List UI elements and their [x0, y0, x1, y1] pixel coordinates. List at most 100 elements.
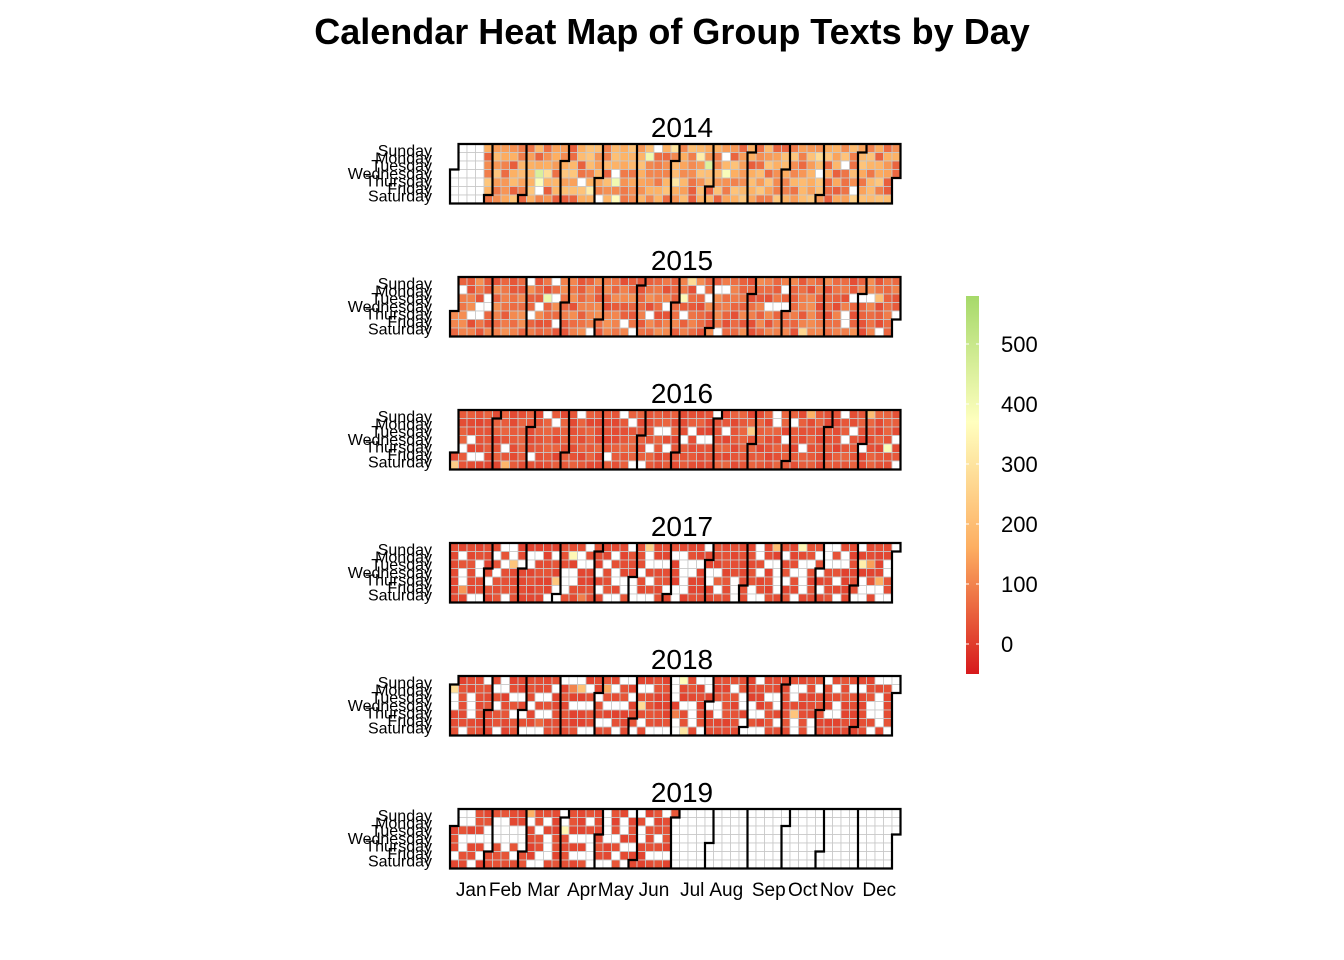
day-cell: [815, 435, 825, 445]
day-cell: [517, 194, 527, 204]
day-cell: [577, 808, 587, 818]
day-cell: [509, 842, 519, 852]
day-cell: [713, 817, 723, 827]
day-cell: [764, 718, 774, 728]
day-cell: [755, 418, 765, 428]
day-cell: [687, 551, 697, 561]
day-cell: [755, 177, 765, 187]
day-cell: [849, 675, 859, 685]
day-cell: [619, 302, 629, 312]
day-cell: [713, 276, 723, 286]
day-cell: [670, 585, 680, 595]
day-cell: [466, 718, 476, 728]
day-cell: [874, 859, 884, 869]
day-cell: [721, 834, 731, 844]
day-cell: [687, 169, 697, 179]
day-cell: [738, 709, 748, 719]
day-cell: [594, 327, 604, 337]
day-label-tuesday: Tuesday: [371, 291, 432, 308]
day-cell: [696, 177, 706, 187]
month-boundary: [703, 144, 715, 204]
day-cell: [730, 851, 740, 861]
day-cell: [747, 551, 757, 561]
day-cell: [866, 169, 876, 179]
day-cell: [687, 718, 697, 728]
day-cell: [738, 293, 748, 303]
day-cell: [653, 194, 663, 204]
day-cell: [526, 143, 536, 153]
day-cell: [636, 426, 646, 436]
day-cell: [704, 542, 714, 552]
day-cell: [662, 859, 672, 869]
day-cell: [517, 426, 527, 436]
day-cell: [517, 169, 527, 179]
day-cell: [568, 842, 578, 852]
day-cell: [560, 452, 570, 462]
day-cell: [577, 194, 587, 204]
day-cell: [628, 675, 638, 685]
month-label-oct: Oct: [788, 880, 818, 901]
day-cell: [653, 186, 663, 196]
day-cell: [764, 426, 774, 436]
day-cell: [755, 718, 765, 728]
day-cell: [662, 542, 672, 552]
day-cell: [823, 726, 833, 736]
day-cell: [687, 177, 697, 187]
day-cell: [670, 842, 680, 852]
day-cell: [713, 460, 723, 470]
day-cell: [619, 551, 629, 561]
day-cell: [798, 177, 808, 187]
day-cell: [866, 426, 876, 436]
day-cell: [534, 310, 544, 320]
day-cell: [466, 276, 476, 286]
day-cell: [534, 825, 544, 835]
day-cell: [857, 276, 867, 286]
day-cell: [866, 285, 876, 295]
day-cell: [849, 177, 859, 187]
day-cell: [475, 418, 485, 428]
day-cell: [755, 692, 765, 702]
month-boundaries-2017: [482, 543, 860, 603]
day-cell: [772, 426, 782, 436]
day-cell: [730, 443, 740, 453]
day-cell: [568, 327, 578, 337]
day-cell: [696, 293, 706, 303]
day-cell: [458, 327, 468, 337]
day-cell: [747, 576, 757, 586]
day-cell: [645, 186, 655, 196]
day-cell: [687, 418, 697, 428]
day-cell: [619, 186, 629, 196]
day-cell: [585, 177, 595, 187]
day-cell: [696, 169, 706, 179]
day-cell: [823, 709, 833, 719]
day-cell: [543, 842, 553, 852]
day-cell: [526, 559, 536, 569]
day-cell: [526, 808, 536, 818]
day-cell: [730, 726, 740, 736]
day-cell: [594, 177, 604, 187]
day-cell: [662, 842, 672, 852]
day-cell: [483, 842, 493, 852]
day-cell: [526, 327, 536, 337]
day-cell: [662, 825, 672, 835]
day-cell: [840, 443, 850, 453]
day-cell: [840, 460, 850, 470]
month-axis: Jan Feb Mar Apr May Jun Jul Aug Sep Oct Nov Dec: [456, 880, 896, 901]
day-cell: [585, 160, 595, 170]
day-cell: [687, 559, 697, 569]
day-cell: [526, 319, 536, 329]
day-cell: [636, 859, 646, 869]
day-cell: [781, 143, 791, 153]
day-cell: [670, 452, 680, 462]
day-cell: [534, 726, 544, 736]
day-cell: [551, 675, 561, 685]
day-cell: [475, 542, 485, 552]
day-cell: [713, 293, 723, 303]
day-cell: [543, 726, 553, 736]
day-label-tuesday: Tuesday: [371, 158, 432, 175]
day-cell: [585, 825, 595, 835]
day-cell: [577, 169, 587, 179]
day-cell: [764, 542, 774, 552]
day-cell: [857, 859, 867, 869]
day-cell: [619, 177, 629, 187]
